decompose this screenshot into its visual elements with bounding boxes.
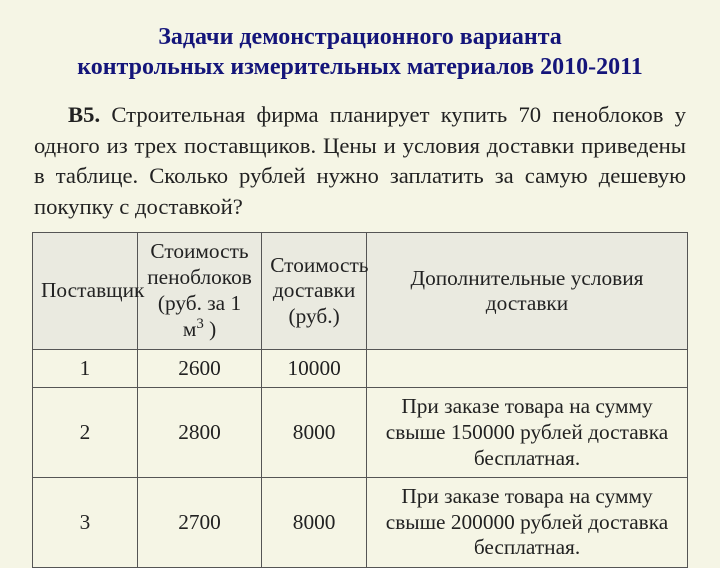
table-row: 3 2700 8000 При заказе товара на сумму с…	[33, 478, 688, 568]
cell-price: 2800	[137, 388, 261, 478]
problem-text: В5. Строительная фирма планирует купить …	[34, 100, 686, 222]
pricing-table: Поставщик Стоимость пеноблоков (руб. за …	[32, 232, 688, 568]
table-row: 1 2600 10000	[33, 349, 688, 388]
cell-conditions	[367, 349, 688, 388]
table-header-row: Поставщик Стоимость пеноблоков (руб. за …	[33, 233, 688, 349]
page-title: Задачи демонстрационного варианта контро…	[32, 22, 688, 82]
cell-conditions: При заказе товара на сумму свыше 200000 …	[367, 478, 688, 568]
cell-supplier: 1	[33, 349, 138, 388]
cell-price: 2600	[137, 349, 261, 388]
th-price: Стоимость пеноблоков (руб. за 1 м3 )	[137, 233, 261, 349]
page: Задачи демонстрационного варианта контро…	[0, 0, 720, 568]
title-line-1: Задачи демонстрационного варианта	[32, 22, 688, 52]
title-line-2: контрольных измерительных материалов 201…	[32, 52, 688, 82]
cell-conditions: При заказе товара на сумму свыше 150000 …	[367, 388, 688, 478]
cell-price: 2700	[137, 478, 261, 568]
th-conditions: Дополнительные условия доставки	[367, 233, 688, 349]
cell-delivery: 8000	[262, 478, 367, 568]
problem-body: Строительная фирма планирует купить 70 п…	[34, 102, 686, 219]
cell-delivery: 10000	[262, 349, 367, 388]
th-supplier: Поставщик	[33, 233, 138, 349]
th-delivery: Стоимость доставки (руб.)	[262, 233, 367, 349]
problem-label: В5.	[68, 102, 100, 127]
cell-supplier: 3	[33, 478, 138, 568]
cell-supplier: 2	[33, 388, 138, 478]
table-row: 2 2800 8000 При заказе товара на сумму с…	[33, 388, 688, 478]
cell-delivery: 8000	[262, 388, 367, 478]
